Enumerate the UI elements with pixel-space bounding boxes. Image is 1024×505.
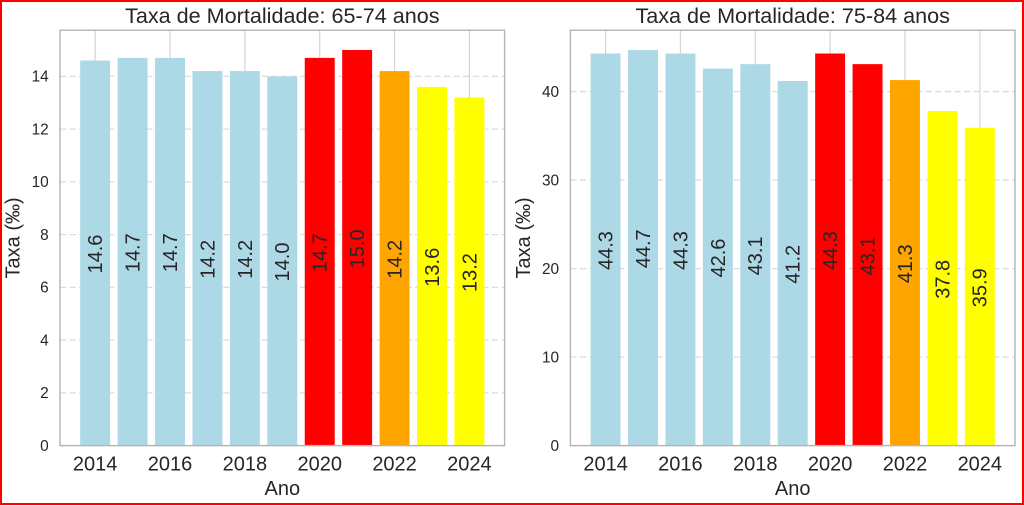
svg-text:37.8: 37.8: [932, 260, 954, 299]
svg-text:Taxa de Mortalidade: 75-84 ano: Taxa de Mortalidade: 75-84 anos: [635, 3, 950, 28]
svg-text:4: 4: [40, 332, 49, 349]
svg-text:Taxa de Mortalidade: 65-74 ano: Taxa de Mortalidade: 65-74 anos: [125, 3, 440, 28]
svg-text:14.7: 14.7: [160, 233, 182, 272]
svg-text:2014: 2014: [73, 454, 118, 476]
svg-text:Taxa (‰): Taxa (‰): [513, 197, 535, 278]
svg-text:43.1: 43.1: [745, 236, 767, 275]
svg-text:14: 14: [32, 69, 50, 86]
svg-text:2022: 2022: [372, 454, 417, 476]
svg-text:8: 8: [40, 227, 49, 244]
svg-text:35.9: 35.9: [970, 268, 992, 307]
svg-text:42.6: 42.6: [708, 239, 730, 278]
svg-text:14.2: 14.2: [384, 240, 406, 279]
svg-text:Ano: Ano: [265, 478, 301, 500]
svg-text:6: 6: [40, 280, 49, 297]
svg-text:2014: 2014: [583, 454, 628, 476]
svg-text:40: 40: [542, 84, 559, 101]
svg-text:0: 0: [40, 438, 49, 455]
svg-text:2024: 2024: [447, 454, 492, 476]
svg-text:2018: 2018: [733, 454, 778, 476]
svg-text:2020: 2020: [808, 454, 853, 476]
svg-text:14.7: 14.7: [123, 233, 145, 272]
svg-text:Ano: Ano: [775, 478, 811, 500]
svg-text:2020: 2020: [297, 454, 342, 476]
svg-text:12: 12: [32, 121, 49, 138]
svg-text:13.2: 13.2: [459, 253, 481, 292]
svg-text:Taxa (‰): Taxa (‰): [3, 197, 25, 278]
svg-text:20: 20: [542, 261, 559, 278]
svg-text:2: 2: [40, 385, 49, 402]
svg-text:2022: 2022: [883, 454, 928, 476]
svg-text:41.3: 41.3: [895, 244, 917, 283]
svg-text:2016: 2016: [658, 454, 703, 476]
svg-text:2016: 2016: [148, 454, 193, 476]
svg-text:44.3: 44.3: [820, 231, 842, 270]
svg-text:43.1: 43.1: [857, 236, 879, 275]
svg-text:14.2: 14.2: [235, 240, 257, 279]
svg-text:44.7: 44.7: [633, 229, 655, 268]
svg-text:44.3: 44.3: [595, 231, 617, 270]
svg-text:2024: 2024: [958, 454, 1003, 476]
svg-text:13.6: 13.6: [422, 248, 444, 287]
svg-text:14.6: 14.6: [85, 235, 107, 274]
svg-text:41.2: 41.2: [783, 245, 805, 284]
svg-text:30: 30: [542, 172, 559, 189]
svg-text:2018: 2018: [223, 454, 268, 476]
svg-text:15.0: 15.0: [347, 229, 369, 268]
svg-text:14.0: 14.0: [272, 243, 294, 282]
svg-text:14.7: 14.7: [310, 233, 332, 272]
svg-text:10: 10: [32, 174, 49, 191]
svg-text:10: 10: [542, 349, 559, 366]
svg-text:0: 0: [551, 438, 560, 455]
svg-text:14.2: 14.2: [197, 240, 219, 279]
svg-text:44.3: 44.3: [670, 231, 692, 270]
